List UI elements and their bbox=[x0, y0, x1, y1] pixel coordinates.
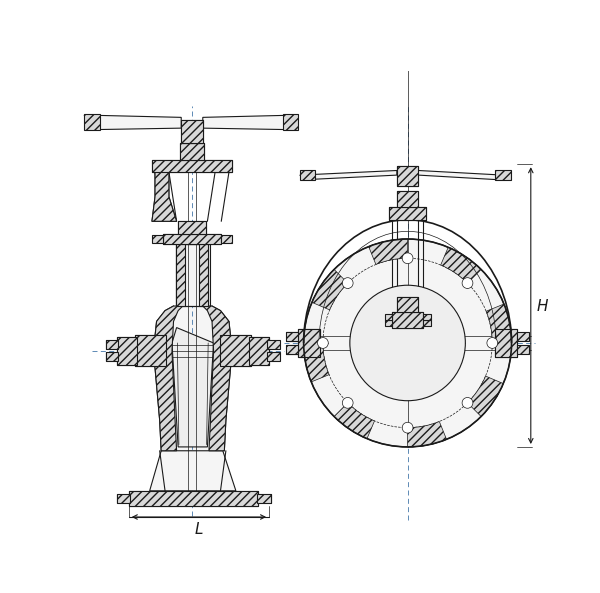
Polygon shape bbox=[203, 115, 298, 130]
Bar bbox=[135, 335, 166, 366]
Bar bbox=[517, 345, 529, 354]
Wedge shape bbox=[486, 304, 512, 343]
Bar bbox=[178, 221, 206, 234]
Bar bbox=[389, 208, 426, 220]
Bar bbox=[397, 190, 418, 208]
Bar bbox=[389, 208, 426, 220]
Circle shape bbox=[402, 422, 413, 433]
Bar bbox=[249, 337, 269, 365]
Bar bbox=[116, 494, 130, 503]
Bar bbox=[397, 166, 418, 186]
Bar bbox=[152, 160, 232, 172]
Polygon shape bbox=[418, 171, 503, 180]
Polygon shape bbox=[300, 171, 397, 180]
Bar bbox=[397, 296, 418, 312]
Bar bbox=[392, 312, 423, 327]
Bar bbox=[152, 235, 163, 243]
Polygon shape bbox=[154, 306, 232, 451]
Bar bbox=[181, 120, 203, 143]
Circle shape bbox=[350, 285, 466, 401]
Wedge shape bbox=[407, 422, 446, 447]
Bar bbox=[423, 320, 431, 326]
Bar bbox=[199, 244, 208, 306]
Wedge shape bbox=[368, 239, 407, 264]
Polygon shape bbox=[154, 306, 183, 451]
Bar bbox=[179, 143, 205, 160]
Bar bbox=[517, 332, 529, 342]
Bar bbox=[179, 143, 205, 160]
Circle shape bbox=[317, 337, 328, 348]
Bar bbox=[392, 312, 423, 327]
Wedge shape bbox=[440, 247, 481, 283]
Bar bbox=[385, 314, 392, 320]
Bar bbox=[84, 114, 100, 130]
Bar bbox=[181, 120, 203, 143]
Bar bbox=[249, 337, 269, 365]
Polygon shape bbox=[172, 327, 214, 447]
Bar bbox=[163, 234, 221, 244]
Bar bbox=[423, 314, 431, 320]
Bar bbox=[268, 340, 280, 349]
Circle shape bbox=[402, 253, 413, 264]
Bar bbox=[283, 114, 298, 130]
Bar bbox=[496, 329, 517, 357]
Bar bbox=[163, 234, 221, 244]
Polygon shape bbox=[203, 306, 232, 451]
Bar bbox=[106, 352, 118, 362]
Bar bbox=[496, 329, 517, 357]
Bar bbox=[129, 491, 258, 506]
Wedge shape bbox=[467, 376, 503, 416]
Bar bbox=[257, 494, 271, 503]
Circle shape bbox=[487, 337, 497, 348]
Polygon shape bbox=[152, 172, 176, 221]
Bar bbox=[268, 352, 280, 362]
Polygon shape bbox=[84, 115, 181, 130]
Circle shape bbox=[343, 397, 353, 408]
Circle shape bbox=[343, 278, 353, 288]
Bar bbox=[220, 335, 251, 366]
Bar bbox=[397, 190, 418, 208]
Wedge shape bbox=[334, 403, 374, 439]
Bar bbox=[176, 244, 185, 306]
Bar bbox=[298, 329, 320, 357]
Bar bbox=[106, 340, 118, 349]
Bar bbox=[496, 171, 511, 180]
Bar bbox=[152, 160, 232, 172]
Polygon shape bbox=[152, 172, 176, 221]
Wedge shape bbox=[312, 269, 348, 310]
Wedge shape bbox=[304, 343, 329, 382]
Bar bbox=[221, 235, 232, 243]
Text: L: L bbox=[194, 522, 203, 537]
Bar bbox=[286, 345, 298, 354]
Bar bbox=[135, 335, 166, 366]
Circle shape bbox=[304, 239, 512, 447]
Bar bbox=[397, 296, 418, 312]
Bar bbox=[176, 244, 210, 306]
Polygon shape bbox=[149, 451, 236, 491]
Text: H: H bbox=[537, 298, 548, 314]
Bar bbox=[178, 221, 206, 234]
Bar bbox=[116, 337, 137, 365]
Bar bbox=[298, 329, 320, 357]
Bar bbox=[286, 332, 298, 342]
Circle shape bbox=[462, 278, 473, 288]
Bar bbox=[385, 320, 392, 326]
Bar bbox=[129, 491, 258, 506]
Circle shape bbox=[462, 397, 473, 408]
Bar bbox=[397, 166, 418, 186]
Bar bbox=[116, 337, 137, 365]
Bar bbox=[300, 171, 315, 180]
Bar bbox=[220, 335, 251, 366]
